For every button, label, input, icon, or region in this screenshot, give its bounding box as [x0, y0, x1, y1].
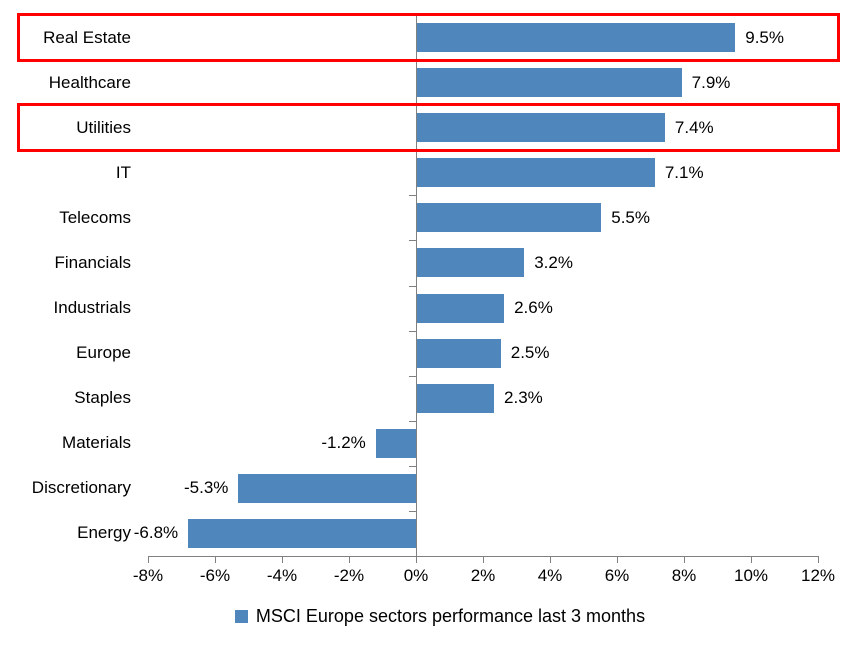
category-label: Utilities: [76, 117, 131, 137]
y-axis-tick: [409, 285, 416, 287]
category-label: IT: [115, 162, 131, 182]
category-label: Europe: [76, 343, 131, 363]
x-axis-tick: [349, 557, 350, 563]
value-label: 7.9%: [691, 72, 731, 92]
y-axis-tick: [409, 465, 416, 467]
value-label: -5.3%: [184, 478, 229, 498]
x-axis-tick: [483, 557, 484, 563]
bar: [417, 383, 495, 413]
value-label: -1.2%: [321, 433, 366, 453]
y-axis-tick: [409, 420, 416, 422]
bar: [417, 158, 655, 188]
bar: [375, 428, 416, 458]
value-label: 9.5%: [745, 27, 784, 47]
x-tick-label: 6%: [604, 566, 630, 585]
y-axis-tick: [409, 105, 416, 107]
x-axis-tick: [148, 557, 149, 563]
x-axis-tick: [416, 557, 417, 563]
legend: MSCI Europe sectors performance last 3 m…: [14, 606, 852, 627]
x-tick-label: 8%: [671, 566, 697, 585]
value-label: 5.5%: [611, 207, 650, 227]
bar: [417, 23, 736, 53]
x-axis-tick: [684, 557, 685, 563]
x-tick-label: 12%: [800, 566, 836, 585]
x-axis-line: [148, 556, 819, 557]
y-axis-tick: [409, 375, 416, 377]
y-axis-tick: [409, 195, 416, 197]
x-tick-label: -2%: [333, 566, 365, 585]
x-tick-label: -6%: [199, 566, 231, 585]
bar: [417, 248, 525, 278]
value-label: 3.2%: [534, 252, 573, 272]
y-axis-tick: [409, 15, 416, 16]
value-label: 2.6%: [514, 298, 553, 318]
x-axis-tick: [215, 557, 216, 563]
x-axis-tick: [818, 557, 819, 563]
bar: [417, 338, 501, 368]
category-label: Real Estate: [43, 27, 131, 47]
y-axis-tick: [409, 60, 416, 62]
x-tick-label: 10%: [733, 566, 769, 585]
x-axis-tick: [751, 557, 752, 563]
y-axis-tick: [409, 240, 416, 242]
legend-marker-icon: [234, 610, 248, 623]
value-label: 7.1%: [664, 162, 704, 182]
legend-label: MSCI Europe sectors performance last 3 m…: [255, 606, 646, 626]
x-axis-tick: [550, 557, 551, 563]
bar: [417, 293, 505, 323]
x-tick-label: 4%: [537, 566, 563, 585]
y-axis-tick: [409, 510, 416, 512]
value-label: 7.4%: [674, 117, 714, 137]
y-axis-tick: [409, 330, 416, 332]
x-tick-label: 0%: [403, 566, 429, 585]
bar: [238, 473, 416, 503]
bar: [417, 113, 665, 143]
value-label: 2.5%: [510, 343, 550, 363]
y-axis-tick: [409, 150, 416, 152]
x-axis-tick: [617, 557, 618, 563]
category-label: Staples: [74, 388, 131, 408]
x-tick-label: -4%: [266, 566, 298, 585]
category-label: Industrials: [53, 298, 131, 318]
category-label: Healthcare: [48, 72, 131, 92]
category-label: Materials: [62, 433, 131, 453]
value-label: 2.3%: [504, 388, 543, 408]
bar: [188, 518, 416, 548]
x-axis-tick: [282, 557, 283, 563]
bar: [417, 203, 602, 233]
bar: [417, 68, 682, 98]
category-label: Energy: [77, 523, 131, 543]
category-label: Telecoms: [59, 207, 131, 227]
value-label: -6.8%: [133, 523, 179, 543]
x-tick-label: -8%: [132, 566, 164, 585]
category-label: Discretionary: [31, 478, 131, 498]
y-axis-line: [416, 15, 417, 556]
category-label: Financials: [54, 252, 131, 272]
x-tick-label: 2%: [470, 566, 496, 585]
